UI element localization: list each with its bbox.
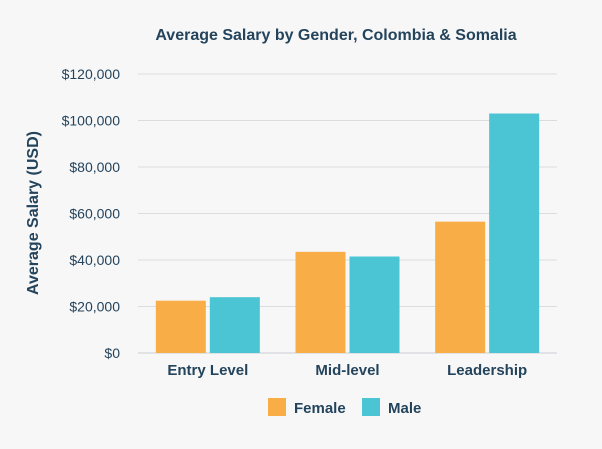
y-axis-label: Average Salary (USD) xyxy=(25,131,42,295)
x-category-label: Entry Level xyxy=(167,362,248,379)
gridlines xyxy=(138,73,557,354)
y-tick-label: $0 xyxy=(104,345,120,361)
legend-swatch-male xyxy=(362,398,380,416)
bar-female-mid-level xyxy=(295,251,346,353)
bar-male-mid-level xyxy=(349,256,400,353)
legend: Female Male xyxy=(268,398,421,417)
legend-swatch-female xyxy=(268,398,286,416)
y-tick-label: $60,000 xyxy=(69,206,120,222)
bars xyxy=(155,113,540,354)
x-axis-categories: Entry Level Mid-level Leadership xyxy=(167,362,527,379)
legend-label-male: Male xyxy=(388,400,421,417)
legend-label-female: Female xyxy=(294,400,346,417)
chart-title: Average Salary by Gender, Colombia & Som… xyxy=(155,27,516,44)
bar-female-leadership xyxy=(435,221,486,353)
x-category-label: Mid-level xyxy=(315,362,379,379)
y-axis-ticks: $0 $20,000 $40,000 $60,000 $80,000 $100,000 $1… xyxy=(62,66,121,361)
bar-male-leadership xyxy=(489,113,540,354)
bar-female-entry-level xyxy=(155,300,206,353)
y-tick-label: $20,000 xyxy=(69,299,120,315)
y-tick-label: $40,000 xyxy=(69,252,120,268)
bar-male-entry-level xyxy=(209,297,260,353)
y-tick-label: $80,000 xyxy=(69,159,120,175)
y-tick-label: $100,000 xyxy=(62,113,121,129)
x-category-label: Leadership xyxy=(447,362,527,379)
y-tick-label: $120,000 xyxy=(62,66,121,82)
